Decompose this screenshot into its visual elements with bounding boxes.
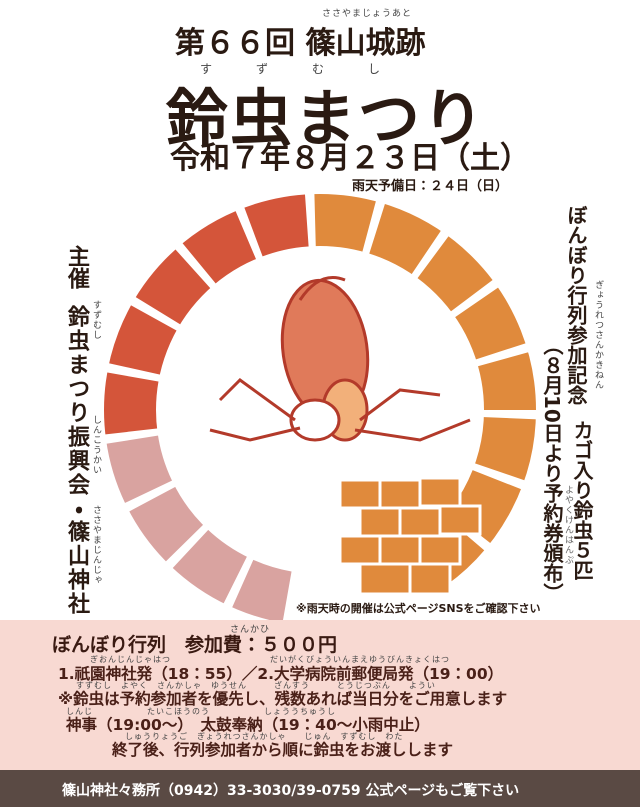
shrine: 篠山神社 [64,520,89,616]
detail-ruby: さんかひ [230,625,271,635]
souvenir-note: （８月10日より予約券頒布） [540,335,564,603]
souvenir-item: カゴ入り鈴虫５匹 [570,420,594,580]
artwork [102,192,538,620]
edition: 第６６回 篠山城跡 [175,26,426,61]
ring-red [104,194,536,620]
title: 鈴虫まつり [166,82,487,155]
organizer-label: 主催 [64,245,89,289]
rain-note: ※雨天時の開催は公式ページSNSをご確認下さい [296,602,541,615]
detail-ruby: しんじ たいこほうのう しょううちゅうし [66,707,336,716]
detail-ruby: しゅうりょうご ぎょうれつさんかしゃ じゅん すずむし わた [125,732,404,741]
detail-line: 1.祇園神社発（18：55）／2.大学病院前郵便局発（19：00） [58,665,504,683]
details-box: さんかひ ぼんぼり行列 参加費：５００円 ぎおんじんじゃはつ だいがくびょういん… [0,620,640,770]
detail-line: 終了後、行列参加者から順に鈴虫をお渡しします [112,741,454,759]
bricks [338,476,482,596]
ring-gaps [102,192,538,620]
detail-line: ぼんぼり行列 参加費：５００円 [52,634,338,656]
footer-text: 篠山神社々務所（0942）33-3030/39-0759 公式ページもご覧下さい [62,783,520,799]
detail-line: ※鈴虫は予約参加者を優先し、残数あれば当日分をご用意します [58,690,508,708]
souvenir-title: ぼんぼり行列参加記念 [564,205,588,405]
edition-ruby: ささやまじょうあと [322,9,413,19]
title-ruby: す ず む し [200,62,397,76]
shrine-ruby: ささやまじんじゃ [91,505,101,585]
organizer-ruby2: しんこうかい [91,415,101,475]
organizer-name: 鈴虫まつり振興会・ [64,305,89,521]
cricket [209,276,471,442]
souvenir-ruby: ぎょうれつさんかきねん [593,280,603,390]
detail-ruby: すずむし よやく さんかしゃ ゆうせん ざんすう とうじつぶん ようい [76,681,436,690]
rain-date: 雨天予備日：２４日（日） [352,179,509,194]
souvenir-note-ruby: よやくけんはんぷ [563,485,573,565]
detail-line: 神事（19:00～） 太鼓奉納（19：40～小雨中止） [66,716,430,734]
date: 令和７年８月２３日（土） [170,141,530,176]
detail-ruby: ぎおんじんじゃはつ だいがくびょういんまえゆうびんきょくはつ [90,655,450,664]
tile-ring [102,192,538,620]
organizer-ruby: すずむし [91,300,101,340]
footer-bar: 篠山神社々務所（0942）33-3030/39-0759 公式ページもご覧下さい [0,770,640,807]
